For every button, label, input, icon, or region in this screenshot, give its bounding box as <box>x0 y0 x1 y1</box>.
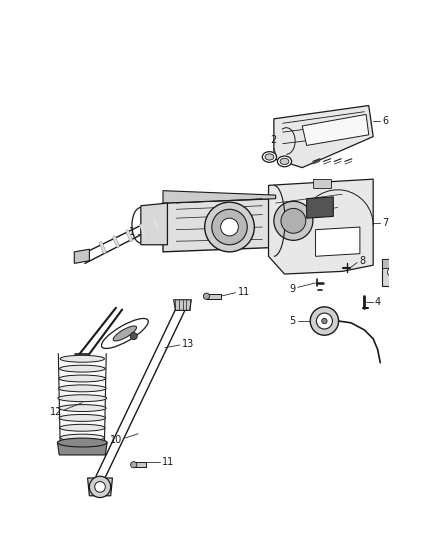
Polygon shape <box>271 194 311 256</box>
Ellipse shape <box>280 158 289 165</box>
Text: 1: 1 <box>129 228 135 237</box>
Circle shape <box>410 269 417 276</box>
Polygon shape <box>58 393 107 403</box>
Polygon shape <box>302 115 369 146</box>
Polygon shape <box>163 191 276 203</box>
Text: 11: 11 <box>237 287 250 297</box>
Text: 2: 2 <box>271 135 277 146</box>
Polygon shape <box>274 106 373 167</box>
Text: 5: 5 <box>289 316 295 326</box>
Text: 9: 9 <box>289 284 295 294</box>
Polygon shape <box>59 374 106 383</box>
Polygon shape <box>58 383 106 393</box>
Text: 6: 6 <box>382 117 388 126</box>
Text: 13: 13 <box>182 339 194 349</box>
Circle shape <box>322 318 327 324</box>
Polygon shape <box>307 197 333 218</box>
Polygon shape <box>268 179 373 274</box>
Text: 11: 11 <box>162 457 174 467</box>
Circle shape <box>387 269 395 276</box>
Ellipse shape <box>60 434 104 441</box>
Text: 7: 7 <box>382 219 389 229</box>
Polygon shape <box>88 478 113 496</box>
Polygon shape <box>163 199 276 252</box>
Ellipse shape <box>60 424 105 431</box>
Circle shape <box>316 313 332 329</box>
Ellipse shape <box>57 438 107 447</box>
Polygon shape <box>141 203 167 245</box>
Polygon shape <box>382 259 422 286</box>
Polygon shape <box>60 364 105 374</box>
Ellipse shape <box>58 395 107 402</box>
Polygon shape <box>206 294 221 299</box>
Polygon shape <box>58 403 106 413</box>
Ellipse shape <box>59 415 106 422</box>
Circle shape <box>131 462 137 468</box>
Polygon shape <box>57 442 107 455</box>
Polygon shape <box>74 249 89 263</box>
Circle shape <box>203 293 209 300</box>
Circle shape <box>89 477 111 497</box>
Polygon shape <box>313 179 331 188</box>
Polygon shape <box>382 259 422 268</box>
Ellipse shape <box>60 365 105 372</box>
Polygon shape <box>59 413 106 423</box>
Polygon shape <box>60 433 104 442</box>
Ellipse shape <box>277 156 292 167</box>
Circle shape <box>274 201 313 240</box>
Ellipse shape <box>59 375 106 382</box>
Circle shape <box>95 482 106 492</box>
Polygon shape <box>60 354 104 364</box>
Text: 12: 12 <box>50 407 63 416</box>
Circle shape <box>205 202 254 252</box>
Ellipse shape <box>102 319 148 349</box>
Circle shape <box>281 208 306 233</box>
Circle shape <box>221 218 238 236</box>
Ellipse shape <box>265 154 274 160</box>
Polygon shape <box>60 423 105 433</box>
Text: 4: 4 <box>375 297 381 308</box>
Polygon shape <box>134 462 146 467</box>
Text: 10: 10 <box>110 435 122 445</box>
Circle shape <box>212 209 247 245</box>
Circle shape <box>310 307 339 335</box>
Ellipse shape <box>58 405 106 411</box>
Ellipse shape <box>60 356 104 362</box>
Ellipse shape <box>113 326 137 341</box>
Ellipse shape <box>262 152 276 162</box>
Text: 8: 8 <box>359 256 365 266</box>
Circle shape <box>130 333 137 340</box>
Ellipse shape <box>58 385 106 392</box>
Polygon shape <box>315 227 360 256</box>
Polygon shape <box>173 300 191 310</box>
